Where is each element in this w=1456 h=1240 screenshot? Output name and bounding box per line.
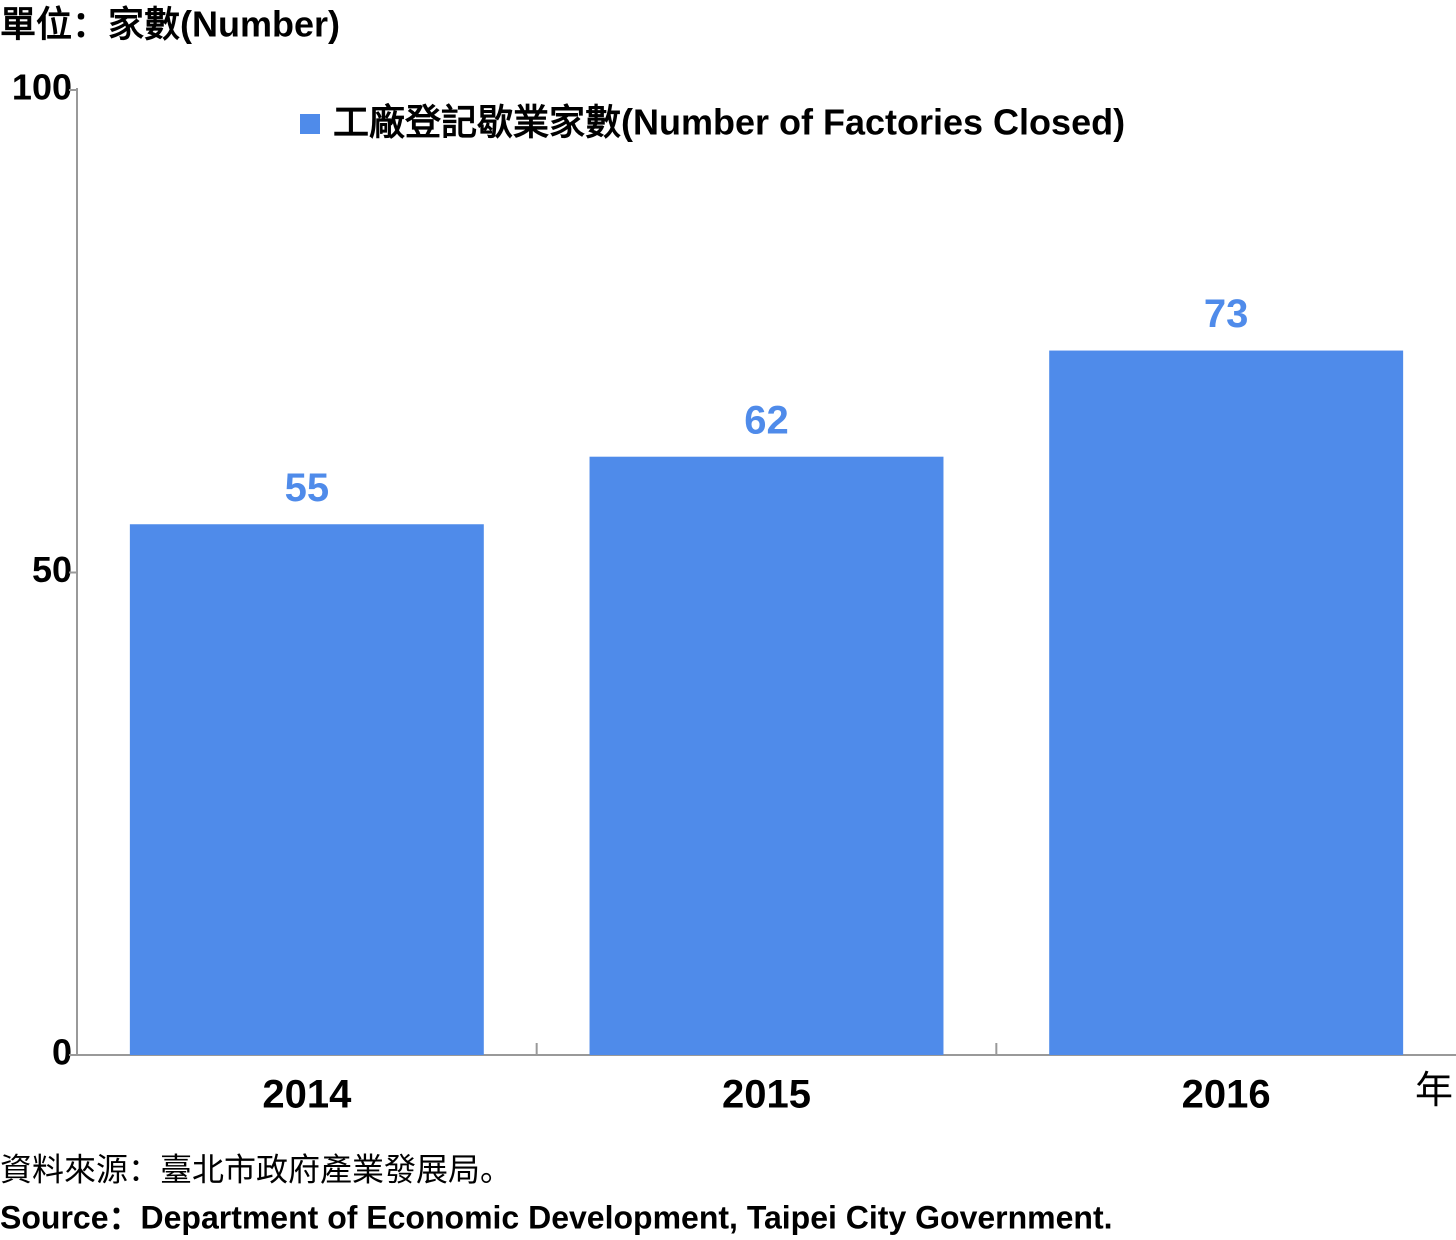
y-tick-label: 100 [12,67,72,108]
legend-label: 工廠登記歇業家數(Number of Factories Closed) [333,102,1125,143]
y-tick-label: 0 [52,1032,72,1073]
bar [589,456,944,1055]
value-label: 73 [1204,292,1249,336]
value-label: 55 [285,466,330,510]
source-zh: 資料來源：臺北市政府產業發展局。 [0,1151,512,1187]
y-tick-label: 50 [32,549,72,590]
x-axis-label: 年 [1415,1070,1453,1112]
x-tick-label: 2015 [722,1073,811,1117]
legend-swatch [300,114,320,134]
x-tick-label: 2016 [1182,1073,1271,1117]
value-label: 62 [744,398,789,442]
bar [1049,350,1404,1055]
chart-title: 單位：家數(Number) [0,4,340,45]
source-en: Source：Department of Economic Developmen… [0,1199,1113,1235]
x-tick-label: 2014 [262,1073,352,1117]
bar [129,524,484,1055]
